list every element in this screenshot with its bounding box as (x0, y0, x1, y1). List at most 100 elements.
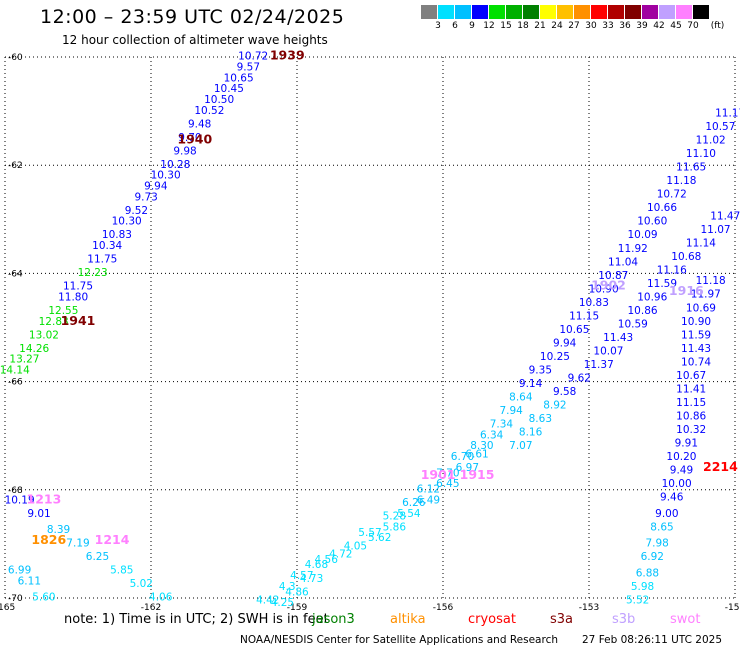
swh-value: 10.34 (92, 240, 122, 252)
swh-value: 4.25 (271, 597, 294, 609)
track-time-label: 1915 (460, 467, 495, 482)
swh-value: 9.14 (519, 378, 543, 390)
swh-value: 6.12 (417, 484, 440, 496)
color-legend: 3 6 9 12 15 18 21 24 27 30 33 36 39 42 45 70 (ft) (421, 5, 724, 31)
swh-value: 6.88 (636, 567, 659, 579)
swh-value: 12.83 (39, 316, 69, 328)
swh-value: 4.3 (279, 581, 296, 593)
swh-value: 7.70 (436, 467, 459, 479)
swh-value: 10.90 (589, 283, 619, 295)
legend-label: 27 (568, 21, 580, 31)
satellite-name: jason3 (312, 612, 355, 627)
lon-tick-label: -165 (0, 603, 15, 613)
swh-value: 4.56 (315, 554, 339, 566)
swh-value: 5.98 (631, 581, 654, 593)
swh-value: 7.98 (645, 538, 668, 550)
swh-value: 11.16 (657, 264, 687, 276)
swh-value: 9.94 (144, 181, 168, 193)
legend-swatch (489, 5, 506, 19)
swh-value: 9.35 (529, 364, 552, 376)
track-time-label: 1902 (591, 278, 626, 293)
swh-value: 8.16 (519, 427, 543, 439)
swh-value: 11.10 (686, 148, 716, 160)
swh-value: 4.73 (300, 573, 323, 585)
legend-swatch (523, 5, 540, 19)
satellite-name: cryosat (468, 612, 516, 627)
legend-color-bar (421, 5, 710, 19)
lat-tick-label: -70 (8, 594, 23, 604)
swh-value: 13.27 (9, 354, 39, 366)
track-time-label: 1939 (270, 48, 305, 63)
track-time-label: 1940 (177, 132, 212, 147)
swh-value: 4.42 (256, 594, 279, 606)
swh-value: 10.30 (112, 216, 142, 228)
swh-value: 11.80 (58, 291, 88, 303)
swh-value: 10.57 (705, 121, 735, 133)
swh-value: 4.57 (290, 570, 313, 582)
swh-value: 9.70 (178, 132, 201, 144)
swh-value: 11.43 (681, 343, 711, 355)
credit-text: NOAA/NESDIS Center for Satellite Applica… (240, 634, 558, 646)
swh-value: 13.02 (29, 329, 59, 341)
legend-label: 6 (452, 21, 458, 31)
lat-tick-label: -60 (8, 53, 23, 63)
legend-label: 18 (517, 21, 529, 31)
map-subtitle: 12 hour collection of altimeter wave hei… (62, 33, 328, 47)
swh-value: 8.39 (47, 524, 70, 536)
swh-value: 10.30 (151, 170, 181, 182)
legend-swatch (557, 5, 574, 19)
satellite-name: altika (390, 612, 426, 627)
swh-value: 9.58 (553, 386, 576, 398)
legend-labels: 3 6 9 12 15 18 21 24 27 30 33 36 39 42 45 70 (ft) (421, 19, 724, 31)
legend-swatch (608, 5, 625, 19)
swh-value: 6.92 (641, 551, 664, 563)
swh-value: 9.73 (134, 191, 157, 203)
swh-value: 8.63 (529, 413, 552, 425)
lat-tick-label: -68 (8, 486, 23, 496)
swh-value: 11.37 (584, 359, 614, 371)
track-time-label: 2214 (703, 459, 738, 474)
swh-value: 4.86 (285, 586, 309, 598)
swh-value: 11.47 (710, 210, 740, 222)
satellite-name: s3a (550, 612, 574, 627)
lon-tick-label: -159 (287, 603, 308, 613)
swh-value: 7.19 (66, 538, 89, 550)
swh-value: 6.49 (417, 494, 440, 506)
lat-tick-label: -62 (8, 161, 23, 171)
footer-note: note: 1) Time is in UTC; 2) SWH is in fe… (64, 612, 329, 627)
swh-value: 11.59 (647, 278, 677, 290)
swh-value: 5.54 (397, 508, 421, 520)
swh-value: 4.05 (344, 540, 367, 552)
swh-value: 4.72 (329, 548, 352, 560)
legend-swatch (438, 5, 455, 19)
swh-value: 5.02 (130, 578, 153, 590)
track-time-label: 1941 (61, 313, 96, 328)
swh-value: 11.41 (676, 383, 706, 395)
swh-value: 11.65 (676, 162, 706, 174)
legend-label: 33 (602, 21, 614, 31)
lon-tick-label: -156 (433, 603, 454, 613)
legend-label: 12 (483, 21, 495, 31)
lon-tick-label: -150 (725, 603, 740, 613)
swh-value: 6.34 (480, 429, 504, 441)
swh-value: 9.00 (655, 508, 678, 520)
swh-value: 6.99 (8, 565, 31, 577)
swh-value: 7.34 (490, 419, 514, 431)
swh-value: 9.46 (660, 492, 684, 504)
swh-value: 6.61 (465, 448, 488, 460)
swh-value: 10.60 (637, 216, 667, 228)
swh-value: 9.62 (568, 373, 591, 385)
swh-value: 11.75 (63, 281, 93, 293)
swh-value: 10.59 (618, 319, 648, 331)
swh-value: 11.02 (696, 135, 726, 147)
legend-swatch (659, 5, 676, 19)
swh-value: 10.83 (102, 229, 132, 241)
swh-value: 10.72 (238, 51, 268, 63)
swh-value: 6.11 (18, 575, 41, 587)
swh-value: 10.28 (160, 159, 190, 171)
legend-swatch (574, 5, 591, 19)
lon-tick-label: -162 (141, 603, 161, 613)
legend-label: 45 (670, 21, 682, 31)
swh-value: 10.00 (662, 478, 692, 490)
swh-value: 9.94 (553, 337, 577, 349)
